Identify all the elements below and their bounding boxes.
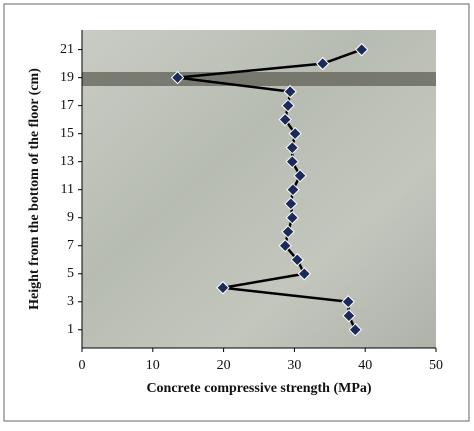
data-point (285, 140, 299, 155)
data-point (354, 42, 369, 57)
data-point (286, 182, 300, 197)
y-tick-label: 1 (67, 322, 74, 337)
y-tick-label: 7 (67, 238, 74, 253)
x-tick-label: 30 (287, 358, 301, 373)
x-tick-label: 20 (217, 358, 231, 373)
data-point (278, 239, 292, 253)
y-tick-label: 21 (60, 42, 74, 57)
y-tick-label: 11 (61, 182, 74, 197)
data-point (342, 309, 356, 323)
y-tick-label: 13 (60, 154, 74, 169)
y-axis-label: Height from the bottom of the floor (cm) (27, 68, 42, 310)
x-tick-label: 40 (358, 358, 372, 373)
data-point (278, 112, 292, 127)
y-tick-label: 19 (60, 70, 74, 85)
data-point (348, 323, 362, 337)
x-tick-label: 0 (79, 358, 86, 373)
y-tick-label: 3 (67, 294, 74, 309)
data-point (170, 70, 185, 85)
x-tick-label: 10 (146, 358, 160, 373)
data-point (216, 281, 230, 295)
crack (82, 72, 436, 86)
x-tick-label: 50 (429, 358, 443, 373)
data-point (316, 56, 330, 71)
data-point (285, 211, 299, 225)
data-point (297, 267, 312, 281)
data-point (281, 225, 295, 239)
data-point (341, 295, 355, 309)
y-tick-label: 5 (67, 266, 74, 281)
data-point (283, 84, 297, 99)
data-point (293, 168, 307, 183)
data-point (281, 98, 295, 113)
frame (3, 3, 470, 422)
y-tick-label: 17 (60, 98, 74, 113)
y-tick-label: 15 (60, 126, 74, 141)
data-point (288, 126, 302, 141)
y-tick-label: 9 (67, 210, 74, 225)
data-point (284, 197, 298, 211)
data-point (290, 253, 304, 267)
x-axis-label: Concrete compressive strength (MPa) (146, 381, 371, 396)
data-point (285, 154, 299, 169)
